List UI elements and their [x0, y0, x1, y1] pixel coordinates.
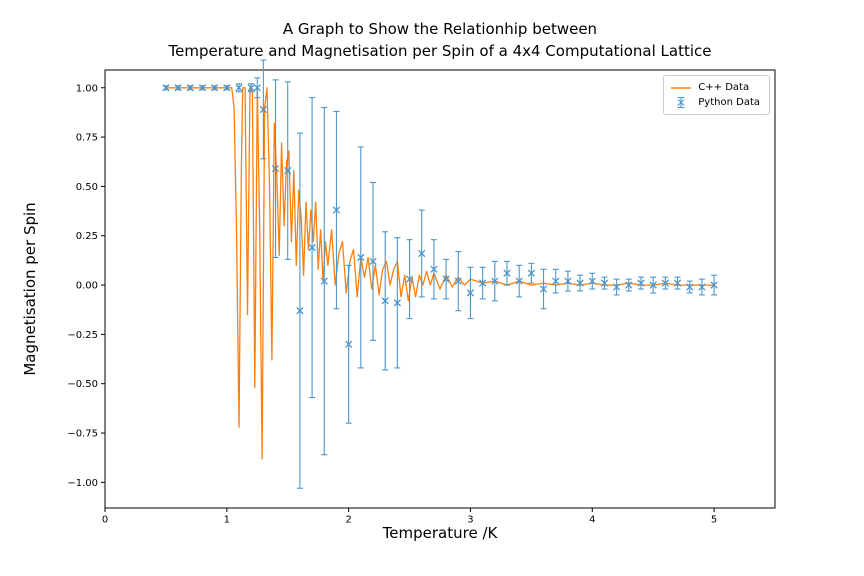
x-marker — [430, 265, 438, 273]
errorbar-sample-icon — [677, 96, 685, 109]
cpp-data-line — [165, 87, 715, 460]
x-marker — [588, 277, 596, 285]
x-marker — [527, 269, 536, 277]
x-tick-label: 0 — [102, 514, 108, 525]
x-marker — [418, 249, 426, 258]
x-marker — [259, 105, 268, 114]
x-marker — [552, 277, 560, 285]
x-marker — [576, 279, 584, 287]
y-tick-label: −1.00 — [67, 478, 98, 489]
y-tick-label: 1.00 — [76, 83, 98, 94]
x-marker — [673, 279, 682, 287]
x-marker — [344, 340, 353, 348]
x-marker — [369, 257, 377, 266]
legend-entry-cpp: C++ Data — [670, 80, 760, 95]
legend-entry-python: Python Data — [670, 95, 760, 110]
x-axis-label: Temperature /K — [382, 524, 498, 542]
y-tick-label: −0.50 — [67, 379, 98, 390]
legend: C++ Data Python Data — [663, 75, 770, 115]
y-tick-label: −0.25 — [67, 330, 98, 341]
chart-title-line1: A Graph to Show the Relationhip between — [282, 20, 598, 38]
x-marker — [210, 84, 219, 92]
x-marker — [612, 283, 621, 291]
x-tick-label: 5 — [711, 514, 717, 525]
x-tick-label: 2 — [345, 514, 351, 525]
x-marker — [271, 164, 280, 173]
x-marker — [466, 289, 475, 297]
x-axis-ticks: 0 1 2 3 4 5 — [102, 508, 717, 525]
x-marker — [539, 285, 548, 293]
x-marker — [405, 275, 414, 283]
x-marker — [381, 297, 389, 305]
line-sample-icon — [671, 86, 692, 89]
x-marker — [235, 84, 243, 92]
x-marker — [393, 299, 402, 307]
x-marker — [247, 84, 255, 92]
x-marker — [625, 281, 633, 289]
plot-frame — [104, 69, 776, 509]
x-marker — [686, 283, 694, 291]
x-marker — [637, 279, 645, 287]
y-tick-label: 0.00 — [76, 281, 98, 292]
legend-label-cpp: C++ Data — [698, 82, 750, 93]
x-marker — [198, 84, 207, 92]
x-marker — [698, 283, 706, 291]
x-tick-label: 4 — [589, 514, 595, 525]
x-marker — [600, 279, 609, 287]
x-marker — [564, 277, 572, 285]
x-marker — [454, 277, 462, 285]
x-marker — [223, 84, 231, 92]
chart-title: A Graph to Show the Relationhip between … — [60, 18, 820, 62]
chart-title-line2: Temperature and Magnetisation per Spin o… — [168, 42, 712, 60]
y-axis-ticks: −1.00 −0.75 −0.50 −0.25 0.00 0.25 0.50 0.75 1.00 — [67, 83, 105, 489]
x-marker — [253, 84, 261, 92]
x-marker — [162, 84, 170, 92]
x-marker — [649, 281, 657, 289]
x-marker — [174, 84, 182, 92]
x-marker — [491, 277, 499, 285]
x-marker — [332, 206, 341, 214]
y-tick-label: 0.25 — [76, 231, 98, 242]
x-marker — [284, 166, 292, 175]
x-marker — [503, 269, 511, 277]
y-tick-label: 0.50 — [76, 182, 98, 193]
x-marker — [442, 275, 450, 283]
y-tick-label: −0.75 — [67, 429, 98, 440]
x-tick-label: 3 — [467, 514, 473, 525]
x-marker — [357, 253, 365, 262]
x-marker — [186, 84, 194, 92]
x-marker — [320, 277, 328, 285]
legend-label-python: Python Data — [698, 97, 760, 108]
y-tick-label: 0.75 — [76, 133, 98, 144]
x-marker — [308, 243, 316, 252]
x-marker — [478, 279, 487, 287]
x-marker — [296, 307, 304, 315]
x-marker — [710, 281, 718, 289]
x-marker — [661, 279, 670, 287]
python-data-errorbars — [162, 59, 718, 489]
x-tick-label: 1 — [224, 514, 230, 525]
x-marker — [515, 277, 523, 285]
